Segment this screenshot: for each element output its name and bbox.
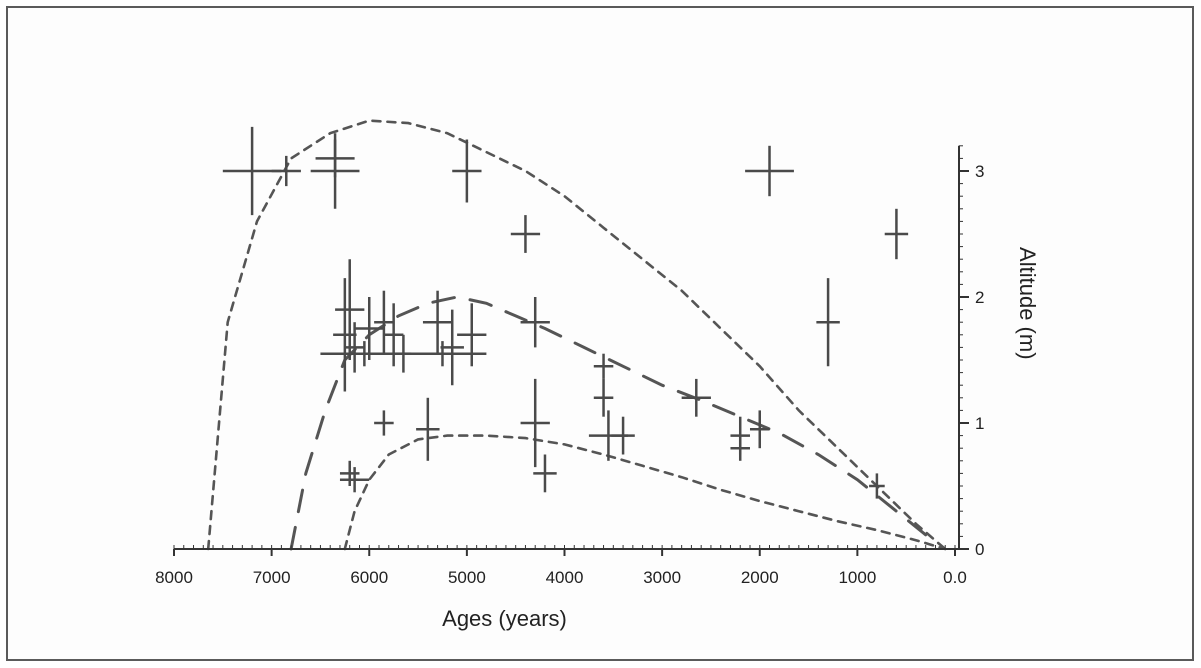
x-axis-title: Ages (years) [442, 606, 567, 631]
data-point [315, 139, 355, 178]
data-point [374, 410, 394, 436]
data-point [749, 410, 770, 449]
x-tick-label: 1000 [838, 568, 876, 587]
x-ticks: 8000 7000 6000 5000 4000 3000 2000 1000 0.0 [155, 549, 967, 587]
data-point [440, 309, 464, 386]
data-point [416, 397, 440, 461]
data-point [374, 290, 394, 354]
data-point [869, 473, 885, 499]
x-tick-label: 2000 [741, 568, 779, 587]
y-ticks: 0 1 2 3 [959, 162, 984, 559]
curve-long-dash [289, 295, 937, 551]
data-point [344, 322, 365, 373]
data-point [339, 467, 370, 493]
data-point [816, 278, 840, 367]
data-point [383, 303, 404, 367]
data-point [533, 454, 557, 493]
data-point [398, 341, 487, 367]
curve-short-dash [343, 434, 947, 551]
y-axis-title: Altitude (m) [1015, 247, 1040, 359]
x-tick-label: 3000 [643, 568, 681, 587]
trend-curves [206, 119, 947, 551]
axes: 8000 7000 6000 5000 4000 3000 2000 1000 0.0 0 1 2 3 [155, 145, 984, 587]
data-point [681, 378, 711, 417]
data-point [452, 139, 482, 203]
data-point [339, 460, 360, 486]
scatter-chart: 8000 7000 6000 5000 4000 3000 2000 1000 0.0 0 1 2 3… [155, 119, 1040, 631]
x-tick-label: 8000 [155, 568, 193, 587]
data-point [611, 416, 635, 455]
data-point [271, 155, 301, 187]
y-tick-label: 3 [975, 162, 984, 181]
x-tick-label: 6000 [350, 568, 388, 587]
data-point [510, 215, 541, 253]
data-point [333, 278, 357, 392]
data-points [222, 126, 909, 499]
y-tick-label: 1 [975, 414, 984, 433]
data-point [520, 378, 550, 468]
y-tick-label: 0 [975, 540, 984, 559]
x-tick-label: 7000 [253, 568, 291, 587]
data-point [422, 290, 453, 354]
data-point [593, 378, 614, 417]
data-point [520, 297, 550, 348]
data-point [593, 353, 614, 379]
data-point [730, 435, 750, 461]
data-point [745, 145, 794, 197]
x-tick-label: 0.0 [943, 568, 967, 587]
chart-frame: 8000 7000 6000 5000 4000 3000 2000 1000 0.0 0 1 2 3… [6, 6, 1194, 661]
data-point [884, 208, 909, 260]
x-tick-label: 4000 [546, 568, 584, 587]
x-tick-label: 5000 [448, 568, 486, 587]
data-point [335, 259, 365, 360]
y-tick-label: 2 [975, 288, 984, 307]
data-point [354, 297, 384, 360]
x-minor-ticks [173, 545, 956, 549]
data-point [320, 341, 409, 367]
curve-short-dash [206, 119, 947, 551]
data-point [457, 303, 487, 367]
